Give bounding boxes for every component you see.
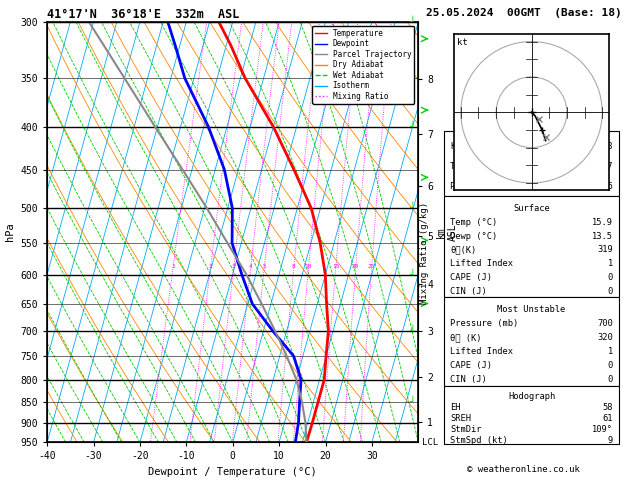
Text: kt: kt — [457, 38, 468, 47]
Text: 61: 61 — [603, 414, 613, 423]
Text: Dewp (°C): Dewp (°C) — [450, 231, 498, 241]
Text: 13.5: 13.5 — [592, 231, 613, 241]
Text: ┘: ┘ — [409, 122, 415, 132]
Text: Mixing Ratio (g/kg): Mixing Ratio (g/kg) — [420, 202, 428, 304]
Text: LCL: LCL — [422, 438, 438, 447]
X-axis label: Dewpoint / Temperature (°C): Dewpoint / Temperature (°C) — [148, 467, 317, 477]
Text: Totals Totals: Totals Totals — [450, 162, 518, 171]
Text: 8: 8 — [292, 263, 296, 269]
Text: 58: 58 — [603, 403, 613, 412]
Legend: Temperature, Dewpoint, Parcel Trajectory, Dry Adiabat, Wet Adiabat, Isotherm, Mi: Temperature, Dewpoint, Parcel Trajectory… — [312, 26, 415, 104]
Text: 109°: 109° — [592, 425, 613, 434]
Text: K: K — [450, 142, 455, 151]
Text: SREH: SREH — [450, 414, 471, 423]
Text: 0: 0 — [608, 273, 613, 282]
Y-axis label: km
ASL: km ASL — [436, 223, 457, 241]
Text: 5: 5 — [262, 263, 266, 269]
Text: ┘: ┘ — [409, 270, 415, 279]
Text: 15: 15 — [332, 263, 340, 269]
Text: CIN (J): CIN (J) — [450, 287, 487, 296]
Text: 3: 3 — [231, 263, 235, 269]
Text: StmDir: StmDir — [450, 425, 482, 434]
Text: 4: 4 — [248, 263, 252, 269]
Y-axis label: hPa: hPa — [5, 223, 15, 242]
Text: θᴇ (K): θᴇ (K) — [450, 333, 482, 342]
Text: 10: 10 — [304, 263, 312, 269]
Text: 47: 47 — [603, 162, 613, 171]
Text: PW (cm): PW (cm) — [450, 182, 487, 191]
Text: 20: 20 — [352, 263, 359, 269]
Text: 41°17'N  36°18'E  332m  ASL: 41°17'N 36°18'E 332m ASL — [47, 8, 240, 21]
Text: 2.6: 2.6 — [597, 182, 613, 191]
Text: Temp (°C): Temp (°C) — [450, 218, 498, 227]
Text: 0: 0 — [608, 287, 613, 296]
Text: ┘: ┘ — [409, 326, 415, 336]
Text: 1: 1 — [608, 347, 613, 356]
Text: 2: 2 — [208, 263, 212, 269]
Text: 25.05.2024  00GMT  (Base: 18): 25.05.2024 00GMT (Base: 18) — [426, 8, 621, 17]
Text: ┘: ┘ — [409, 397, 415, 407]
Text: ┘: ┘ — [409, 203, 415, 213]
Text: Pressure (mb): Pressure (mb) — [450, 319, 518, 328]
Bar — [445, 131, 619, 196]
Text: 0: 0 — [608, 361, 613, 370]
Text: CIN (J): CIN (J) — [450, 375, 487, 384]
Bar — [445, 196, 619, 297]
Text: 28: 28 — [603, 142, 613, 151]
Text: ┘: ┘ — [409, 17, 415, 27]
Text: StmSpd (kt): StmSpd (kt) — [450, 436, 508, 445]
Text: Lifted Index: Lifted Index — [450, 259, 513, 268]
Text: 320: 320 — [597, 333, 613, 342]
Text: Most Unstable: Most Unstable — [498, 305, 565, 314]
Text: © weatheronline.co.uk: © weatheronline.co.uk — [467, 466, 580, 474]
Bar — [445, 297, 619, 385]
Text: Lifted Index: Lifted Index — [450, 347, 513, 356]
Text: CAPE (J): CAPE (J) — [450, 273, 493, 282]
Text: 15.9: 15.9 — [592, 218, 613, 227]
Text: 700: 700 — [597, 319, 613, 328]
Bar — [445, 385, 619, 444]
Text: 319: 319 — [597, 245, 613, 254]
Text: 1: 1 — [171, 263, 175, 269]
Text: EH: EH — [450, 403, 461, 412]
Text: θᴇ(K): θᴇ(K) — [450, 245, 477, 254]
Text: 0: 0 — [608, 375, 613, 384]
Text: 25: 25 — [368, 263, 376, 269]
Text: 9: 9 — [608, 436, 613, 445]
Text: CAPE (J): CAPE (J) — [450, 361, 493, 370]
Text: Hodograph: Hodograph — [508, 392, 555, 400]
Text: 1: 1 — [608, 259, 613, 268]
Text: Surface: Surface — [513, 204, 550, 213]
